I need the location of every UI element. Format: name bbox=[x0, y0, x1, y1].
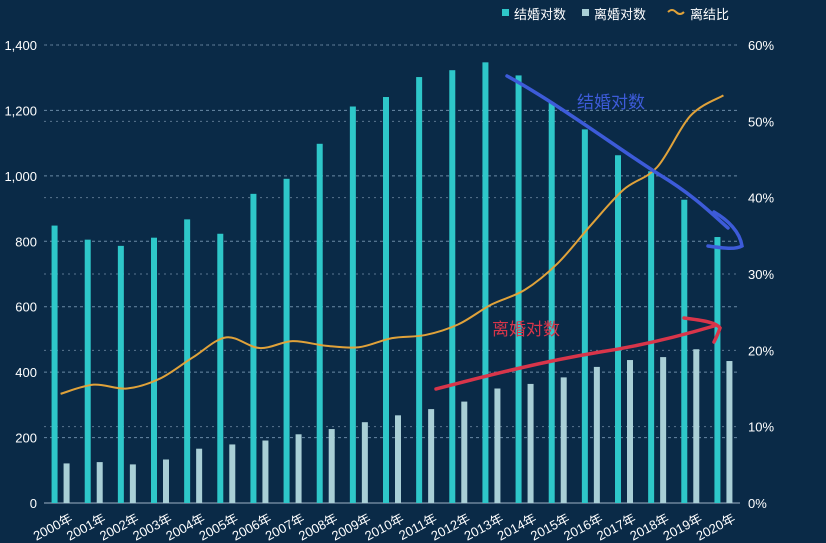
divorce-bar bbox=[262, 440, 269, 503]
marriage-bar bbox=[648, 171, 655, 503]
y-right-tick-label: 30% bbox=[748, 267, 774, 282]
marriage-bar bbox=[714, 237, 721, 504]
legend-divorce-swatch bbox=[582, 9, 589, 16]
divorce-bar bbox=[361, 422, 368, 503]
marriage-bar bbox=[615, 155, 621, 504]
legend-ratio-swatch bbox=[667, 9, 685, 15]
legend-ratio-label: 离结比 bbox=[690, 7, 729, 23]
marriage-bar bbox=[117, 245, 124, 503]
y-left-tick-label: 600 bbox=[15, 300, 37, 315]
y-right-tick-label: 0% bbox=[748, 496, 767, 511]
divorce-bar bbox=[428, 409, 435, 503]
divorce-bar bbox=[328, 429, 335, 503]
marriage-bar bbox=[515, 75, 522, 503]
divorce-bar bbox=[129, 464, 136, 503]
divorce-bar bbox=[461, 401, 468, 503]
legend-marriage-swatch bbox=[502, 9, 509, 16]
y-left-tick-label: 1,200 bbox=[4, 103, 37, 118]
legend-divorce-label: 离婚对数 bbox=[594, 7, 646, 23]
marriage-bar bbox=[349, 106, 356, 503]
marriage-annotation: 结婚对数 bbox=[577, 93, 645, 113]
marriage-bar bbox=[283, 178, 290, 503]
x-tick-label: 2020年 bbox=[694, 511, 738, 543]
divorce-bar bbox=[726, 361, 733, 503]
divorce-bar bbox=[560, 377, 567, 503]
divorce-bar bbox=[163, 459, 169, 503]
y-right-tick-label: 60% bbox=[748, 38, 774, 53]
marriage-bar bbox=[383, 97, 389, 503]
marriage-bar bbox=[51, 225, 58, 503]
divorce-annotation: 离婚对数 bbox=[492, 320, 560, 340]
marriage-arrow-head bbox=[706, 210, 744, 251]
legend-marriage-label: 结婚对数 bbox=[514, 8, 566, 23]
handwritten-annotations: 结婚对数 离婚对数 bbox=[434, 74, 744, 391]
y-left-tick-label: 200 bbox=[15, 431, 37, 446]
y-left-tick-label: 800 bbox=[15, 234, 37, 249]
y-right-tick-label: 10% bbox=[748, 420, 774, 435]
legend: 结婚对数 离婚对数 离结比 bbox=[502, 7, 729, 23]
y-left-tick-label: 0 bbox=[30, 496, 37, 511]
marriage-bar bbox=[482, 62, 489, 504]
y-left-tick-label: 1,400 bbox=[4, 38, 37, 53]
marriage-bar bbox=[316, 143, 323, 503]
marriage-bar bbox=[449, 70, 456, 503]
bars bbox=[51, 62, 733, 504]
marriage-bar bbox=[548, 102, 555, 503]
divorce-bar bbox=[63, 463, 70, 503]
marriage-bar bbox=[250, 193, 257, 503]
marriage-bar bbox=[151, 237, 157, 504]
marriage-bar bbox=[84, 239, 91, 503]
y-right-tick-label: 20% bbox=[748, 343, 774, 358]
x-axis: 2000年2001年2002年2003年2004年2005年2006年2007年… bbox=[31, 511, 738, 543]
marriage-trend-arrow bbox=[505, 74, 730, 230]
y-left-tick-label: 400 bbox=[15, 365, 37, 380]
divorce-bar bbox=[295, 434, 302, 503]
divorce-bar bbox=[96, 462, 103, 503]
y-right-tick-label: 50% bbox=[748, 114, 774, 129]
divorce-arrow-head bbox=[682, 316, 722, 344]
y-left-tick-label: 1,000 bbox=[4, 169, 37, 184]
divorce-bar bbox=[494, 388, 501, 503]
marriage-bar bbox=[681, 199, 688, 503]
divorce-bar bbox=[395, 415, 401, 503]
grid-lines bbox=[44, 44, 740, 504]
divorce-trend-arrow bbox=[434, 324, 716, 391]
marriage-bar bbox=[581, 129, 588, 503]
y-right-tick-label: 40% bbox=[748, 191, 774, 206]
divorce-bar bbox=[593, 366, 600, 503]
divorce-bar bbox=[627, 360, 633, 503]
left-axis: 0 200 400 600 800 1,000 1,200 1,400 bbox=[4, 38, 37, 511]
marriage-bar bbox=[416, 77, 423, 503]
divorce-bar bbox=[693, 349, 700, 503]
divorce-bar bbox=[527, 383, 534, 503]
divorce-bar bbox=[229, 444, 236, 503]
marriage-bar bbox=[217, 233, 224, 504]
right-axis: 0% 10% 20% 30% 40% 50% 60% bbox=[748, 38, 774, 511]
ratio-line bbox=[60, 94, 724, 395]
divorce-bar bbox=[196, 448, 203, 503]
ratio-line-path bbox=[60, 94, 724, 395]
divorce-bar bbox=[660, 357, 667, 503]
